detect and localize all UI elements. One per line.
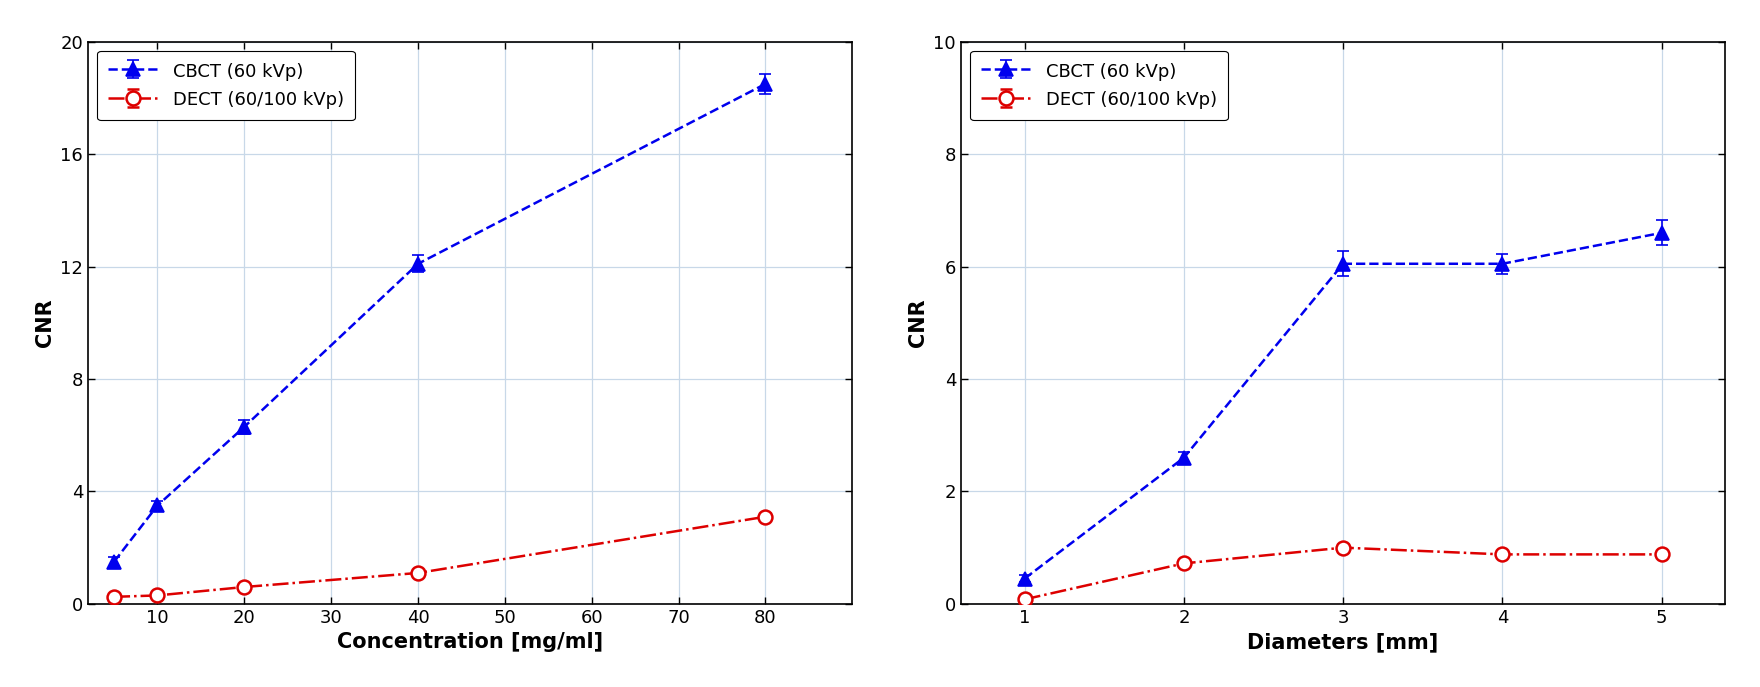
Y-axis label: CNR: CNR — [35, 298, 55, 347]
Y-axis label: CNR: CNR — [908, 298, 928, 347]
X-axis label: Diameters [mm]: Diameters [mm] — [1248, 632, 1438, 652]
X-axis label: Concentration [mg/ml]: Concentration [mg/ml] — [338, 632, 604, 652]
Legend: CBCT (60 kVp), DECT (60/100 kVp): CBCT (60 kVp), DECT (60/100 kVp) — [97, 51, 356, 120]
Legend: CBCT (60 kVp), DECT (60/100 kVp): CBCT (60 kVp), DECT (60/100 kVp) — [970, 51, 1228, 120]
